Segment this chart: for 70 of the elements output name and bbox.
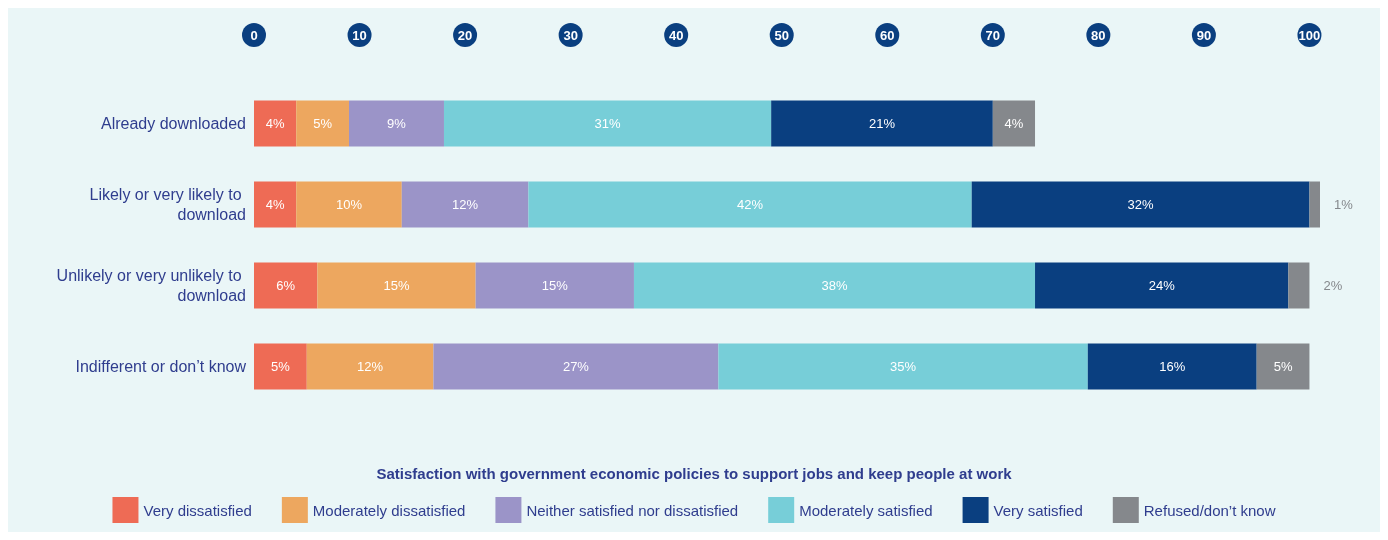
bar [443,100,772,147]
x-tick-label: 10 [352,27,367,43]
data-label: 4% [1004,116,1024,131]
bar [971,181,1310,228]
bar [633,262,1036,309]
data-label: 31% [594,116,622,131]
bar [433,343,719,390]
bar [475,262,634,309]
bar [254,100,297,147]
data-label: 15% [383,278,410,293]
y-tick-label: Likely or very likely to download [89,186,246,223]
data-label: 16% [1159,359,1186,374]
data-label: 27% [562,359,590,374]
legend-label: Moderately dissatisfied [312,501,466,519]
legend-label: Moderately satisfied [799,501,933,519]
bar [401,181,529,228]
data-label: 6% [276,278,296,293]
data-label: 1% [1334,197,1354,212]
bar [317,262,476,309]
legend-title: Satisfaction with government economic policies to support jobs and keep people at work [376,465,1013,482]
data-label: 10% [335,197,363,212]
bar [1309,181,1320,228]
legend-label: Very dissatisfied [143,501,252,519]
x-tick-label: 60 [880,27,895,43]
data-label: 32% [1127,197,1155,212]
bar [992,100,1036,147]
data-label: 2% [1323,278,1343,293]
legend-label: Very satisfied [993,501,1083,519]
y-tick-label: Indifferent or don’t know [75,358,247,375]
x-tick-label: 100 [1298,27,1321,43]
bar [1288,262,1310,309]
bar [1035,262,1289,309]
y-tick-label: Already downloaded [101,115,246,132]
data-label: 38% [821,278,848,293]
legend-label: Refused/don’t know [1143,501,1276,519]
x-tick-label: 50 [774,27,789,43]
bar [254,181,297,228]
x-tick-label: 80 [1091,27,1106,43]
bar [1087,343,1257,390]
y-tick-label: Unlikely or very unlikely to download [56,267,246,304]
bar [528,181,972,228]
bar [306,343,434,390]
x-tick-label: 90 [1196,27,1212,43]
bar [771,100,993,147]
x-tick-label: 20 [457,27,473,43]
data-label: 4% [265,116,285,131]
x-tick-label: 70 [985,27,1001,43]
bar [296,100,349,147]
bar [348,100,444,147]
bar [254,262,318,309]
data-label: 5% [313,116,333,131]
data-label: 4% [265,197,285,212]
data-label: 12% [357,359,384,374]
data-label: 24% [1148,278,1176,293]
x-tick-label: 30 [563,27,578,43]
data-label: 42% [737,197,764,212]
data-label: 9% [387,116,407,131]
data-label: 12% [452,197,479,212]
data-label: 5% [1273,359,1293,374]
data-label: 5% [270,359,291,374]
legend-label: Neither satisfied nor dissatisfied [526,501,739,519]
bar [1256,343,1310,390]
data-label: 21% [868,116,896,131]
bar [718,343,1088,390]
data-label: 35% [890,359,917,374]
x-tick-label: 40 [668,27,684,43]
x-tick-label: 0 [250,27,258,43]
data-label: 15% [541,278,569,293]
bar [254,343,307,390]
bar [296,181,402,228]
